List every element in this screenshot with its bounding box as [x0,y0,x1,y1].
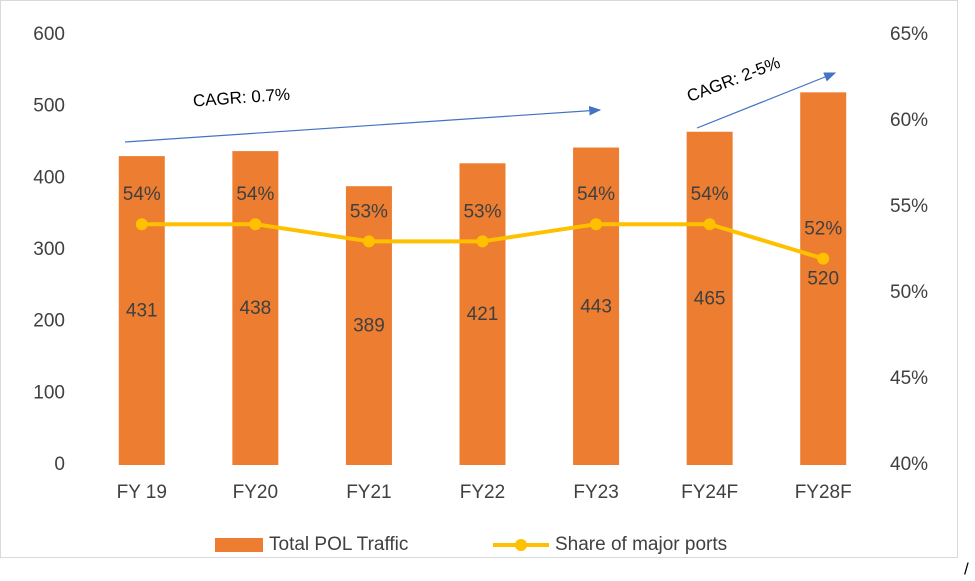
point [476,235,489,248]
x-tick-label: FY21 [346,482,391,503]
legend-swatch [215,538,263,552]
x-tick-label: FY20 [233,482,278,503]
data-label: 52% [804,219,842,240]
chart-border [0,0,958,558]
y-tick-label: 200 [33,311,65,332]
y-tick-label: 0 [54,454,65,475]
y-tick-label: 600 [33,24,65,45]
y2-tick-label: 55% [890,196,928,217]
bar [686,131,733,465]
point [362,235,375,248]
y2-tick-label: 60% [890,110,928,131]
y2-tick-label: 65% [890,24,928,45]
point [703,218,716,231]
y2-tick-label: 40% [890,454,928,475]
point [135,218,148,231]
y-tick-label: 300 [33,239,65,260]
x-tick-label: FY28F [795,482,852,503]
data-label: 54% [691,184,729,205]
data-label: 53% [350,201,388,222]
bar [459,163,506,466]
bar [118,156,165,465]
arrow [124,105,602,143]
legend-label: Total POL Traffic [269,534,408,555]
bar [232,151,279,465]
data-label: 520 [807,269,839,290]
x-tick-label: FY 19 [117,482,167,503]
y-tick-label: 400 [33,167,65,188]
y-tick-label: 100 [33,382,65,403]
legend-label: Share of major ports [555,534,727,555]
bar [345,186,392,465]
x-tick-label: FY23 [573,482,618,503]
bar [800,92,847,465]
bar [573,147,620,465]
data-label: 54% [236,184,274,205]
data-label: 389 [353,316,385,337]
point [590,218,603,231]
arrow [696,72,837,129]
data-label: 443 [580,296,612,317]
data-label: 431 [126,301,158,322]
y-tick-label: 500 [33,96,65,117]
x-tick-label: FY24F [681,482,738,503]
data-label: 465 [694,288,726,309]
annotation: CAGR: 2-5% [684,53,783,106]
annotation: CAGR: 0.7% [192,85,290,111]
point [249,218,262,231]
y2-tick-label: 50% [890,282,928,303]
annotation: / [964,559,969,578]
legend-swatch [515,539,527,551]
data-label: 438 [240,298,272,319]
y2-tick-label: 45% [890,368,928,389]
data-label: 54% [123,184,161,205]
point [817,252,830,265]
data-label: 421 [467,304,499,325]
data-label: 54% [577,184,615,205]
x-tick-label: FY22 [460,482,505,503]
data-label: 53% [463,201,501,222]
